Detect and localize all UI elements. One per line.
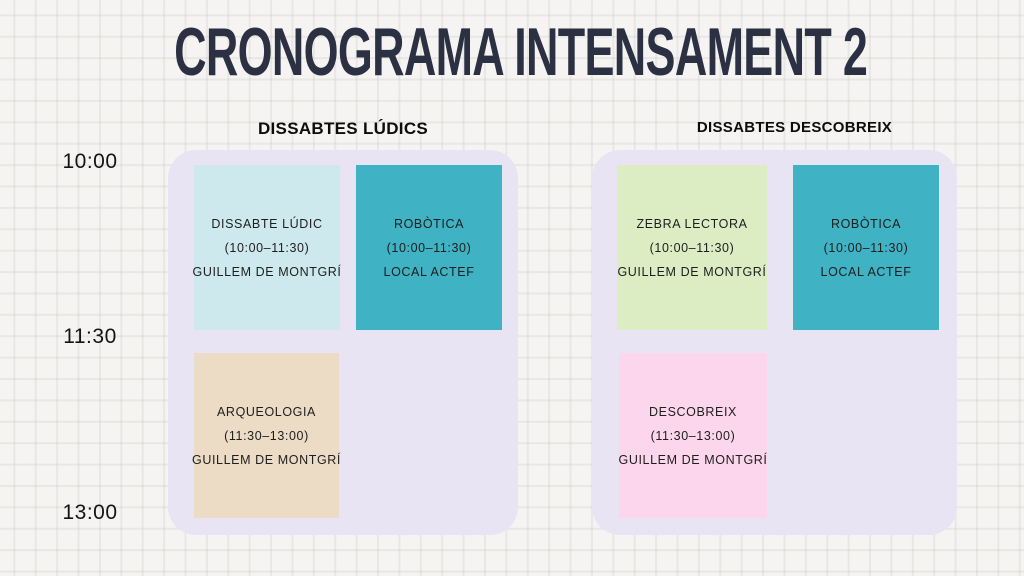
event-location: GUILLEM DE MONTGRÍ: [192, 264, 342, 279]
event-card-robotica-ludics: ROBÒTICA (10:00–11:30) LOCAL ACTEF: [356, 165, 502, 330]
event-card-dissabte-ludic: DISSABTE LÚDIC (10:00–11:30) GUILLEM DE …: [192, 165, 342, 330]
time-label-1000: 10:00: [62, 150, 118, 173]
event-time: (10:00–11:30): [649, 240, 735, 255]
event-name: DESCOBREIX: [649, 404, 737, 419]
event-location: GUILLEM DE MONTGRÍ: [618, 452, 768, 467]
event-card-descobreix: DESCOBREIX (11:30–13:00) GUILLEM DE MONT…: [619, 353, 767, 518]
event-time: (11:30–13:00): [224, 428, 309, 443]
event-name: ZEBRA LECTORA: [636, 216, 748, 231]
event-card-arqueologia: ARQUEOLOGIA (11:30–13:00) GUILLEM DE MON…: [192, 353, 342, 518]
event-location: GUILLEM DE MONTGRÍ: [192, 452, 342, 467]
panel-dissabtes-ludics: DISSABTE LÚDIC (10:00–11:30) GUILLEM DE …: [168, 150, 518, 535]
event-name: ROBÒTICA: [830, 216, 902, 231]
event-name: ARQUEOLOGIA: [217, 404, 316, 419]
panel-dissabtes-descobreix: ZEBRA LECTORA (10:00–11:30) GUILLEM DE M…: [592, 150, 957, 535]
event-time: (10:00–11:30): [823, 240, 909, 255]
event-location: LOCAL ACTEF: [820, 264, 912, 279]
event-time: (11:30–13:00): [650, 428, 736, 443]
event-time: (10:00–11:30): [224, 240, 310, 255]
event-time: (10:00–11:30): [386, 240, 472, 255]
event-card-zebra-lectora: ZEBRA LECTORA (10:00–11:30) GUILLEM DE M…: [617, 165, 767, 330]
column-header-dissabtes-ludics: DISSABTES LÚDICS: [257, 119, 429, 138]
event-card-robotica-descobreix: ROBÒTICA (10:00–11:30) LOCAL ACTEF: [793, 165, 939, 330]
event-location: GUILLEM DE MONTGRÍ: [617, 264, 767, 279]
page-title: CRONOGRAMA INTENSAMENT 2: [174, 14, 868, 90]
event-location: LOCAL ACTEF: [383, 264, 475, 279]
column-header-dissabtes-descobreix: DISSABTES DESCOBREIX: [696, 119, 893, 136]
event-name: ROBÒTICA: [393, 216, 465, 231]
time-label-1130: 11:30: [63, 325, 117, 348]
event-name: DISSABTE LÚDIC: [211, 216, 323, 231]
time-label-1300: 13:00: [62, 501, 118, 524]
